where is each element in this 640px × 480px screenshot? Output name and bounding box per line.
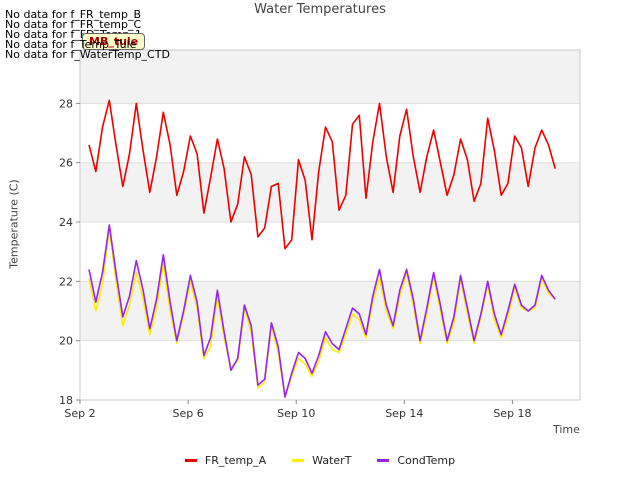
no-data-warning-4: No data for f_Temp_Tule	[5, 38, 137, 51]
y-tick-label: 20	[59, 335, 73, 348]
legend-item-condtemp[interactable]: CondTemp	[377, 454, 455, 467]
plot-frame	[79, 49, 581, 401]
legend-label-watert: WaterT	[312, 454, 352, 467]
x-tick-label: Sep 2	[64, 407, 95, 420]
legend-label-fr-temp-a: FR_temp_A	[204, 454, 267, 467]
legend-item-watert[interactable]: WaterT	[292, 454, 351, 467]
legend-label-condtemp: CondTemp	[397, 454, 456, 467]
y-tick-label: 26	[59, 157, 73, 170]
plot-background-bands	[80, 50, 580, 400]
x-axis-label: Time	[553, 423, 580, 436]
legend-swatch-condtemp	[377, 459, 390, 462]
shaded-band-1	[80, 281, 580, 341]
y-tick-label: 28	[59, 97, 73, 110]
legend-item-fr-temp-a[interactable]: FR_temp_A	[184, 454, 267, 467]
legend-swatch-watert	[292, 459, 305, 462]
y-tick-label: 24	[59, 216, 73, 229]
series-line-condtemp	[88, 224, 556, 398]
x-tick-label: Sep 18	[493, 407, 531, 420]
series-layer	[88, 99, 556, 398]
no-data-warning-5: No data for f_WaterTemp_CTD	[5, 48, 170, 61]
legend-swatch-fr-temp-a	[184, 459, 197, 462]
y-axis-ticks: 18 20 22 24 26 28	[59, 97, 80, 407]
y-tick-label: 18	[59, 394, 73, 407]
x-tick-label: Sep 10	[277, 407, 315, 420]
y-tick-label: 22	[59, 275, 73, 288]
plot-area	[80, 50, 580, 400]
y-axis-label: Temperature (C)	[7, 179, 21, 269]
no-data-warning-3: No data for f_FD_Temp_1	[5, 28, 142, 41]
x-axis-ticks: Sep 2 Sep 6 Sep 10 Sep 14 Sep 18	[64, 400, 532, 420]
no-data-warning-1: No data for f_FR_temp_B	[5, 8, 142, 21]
series-line-fr-temp-a	[88, 99, 556, 250]
x-tick-label: Sep 14	[385, 407, 423, 420]
x-tick-label: Sep 6	[172, 407, 203, 420]
shaded-band-3	[80, 50, 580, 104]
site-badge[interactable]: MB_tule	[82, 33, 146, 50]
shaded-band-2	[80, 162, 580, 223]
no-data-warning-2: No data for f_FR_temp_C	[5, 18, 142, 31]
chart-title: Water Temperatures	[254, 2, 386, 17]
legend: FR_temp_A WaterT CondTemp	[0, 454, 640, 467]
